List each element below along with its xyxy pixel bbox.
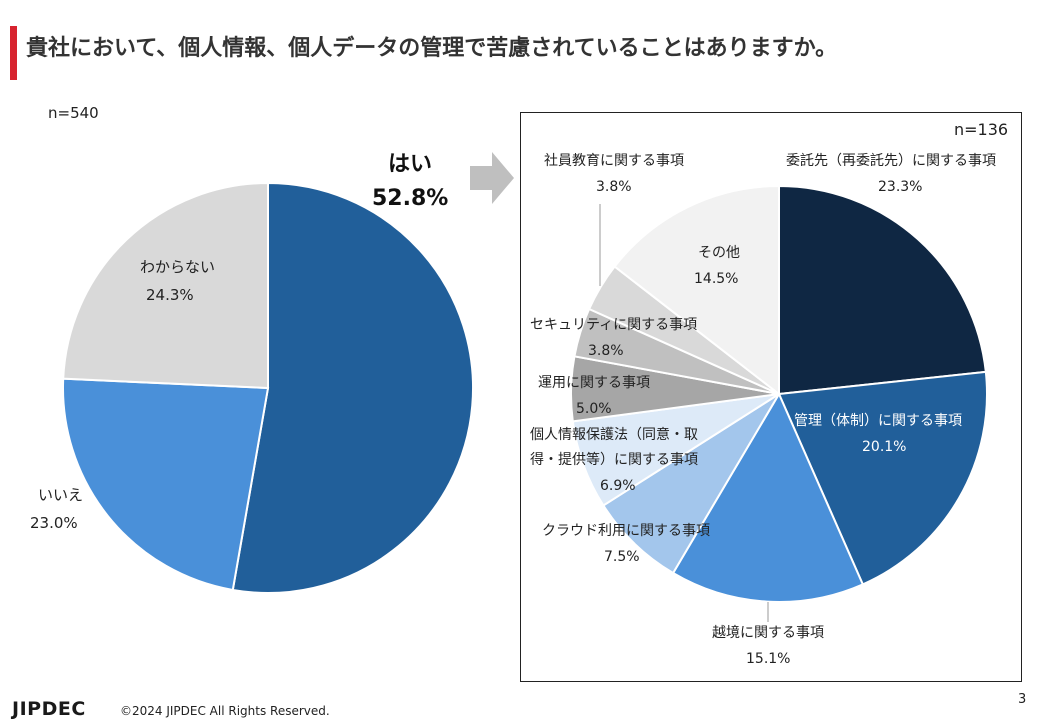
slice-label-no: いいえ	[38, 486, 84, 504]
slice-value-cross-border: 15.1%	[746, 651, 791, 667]
slice-value-security: 3.8%	[588, 343, 624, 359]
pie-0-slice-1	[62, 377, 270, 592]
pie-1-slice-0	[778, 184, 987, 396]
slice-label-operations: 運用に関する事項	[538, 375, 650, 391]
slice-label-contractor: 委託先（再委託先）に関する事項	[786, 153, 996, 169]
slice-value-management: 20.1%	[862, 439, 907, 455]
slice-value-no: 23.0%	[30, 514, 78, 532]
slice-value-other: 14.5%	[694, 271, 739, 287]
slice-value-privacy-law: 6.9%	[600, 478, 636, 494]
slice-label-other: その他	[698, 245, 740, 261]
slice-value-yes: 52.8%	[372, 186, 449, 211]
slice-value-operations: 5.0%	[576, 401, 612, 417]
slice-value-unknown: 24.3%	[146, 286, 194, 304]
slice-label-unknown: わからない	[140, 258, 216, 276]
pie-1-slice-3	[601, 393, 780, 575]
logo-text: JIPDEC	[12, 698, 86, 720]
breakdown-panel	[520, 112, 1022, 682]
page-number: 3	[1018, 692, 1027, 707]
slice-label-training: 社員教育に関する事項	[544, 153, 684, 169]
slice-label-privacy-law-line2: 得・提供等）に関する事項	[530, 452, 698, 468]
slice-label-cross-border: 越境に関する事項	[712, 625, 824, 641]
pie-0-slice-0	[231, 181, 475, 594]
slice-label-security: セキュリティに関する事項	[530, 317, 698, 333]
title-accent-bar	[10, 26, 17, 80]
slice-value-training: 3.8%	[596, 179, 632, 195]
copyright-text: ©2024 JIPDEC All Rights Reserved.	[120, 704, 330, 718]
page-title: 貴社において、個人情報、個人データの管理で苦慮されていることはありますか。	[26, 36, 838, 61]
slice-value-cloud: 7.5%	[604, 549, 640, 565]
right-arrow-icon	[470, 152, 514, 204]
left-sample-size: n=540	[48, 104, 99, 122]
jipdec-logo: JIPDEC	[12, 698, 86, 720]
slice-value-contractor: 23.3%	[878, 179, 923, 195]
slice-label-management: 管理（体制）に関する事項	[794, 413, 962, 429]
slice-label-cloud: クラウド利用に関する事項	[542, 523, 710, 539]
pie-1-slice-8	[613, 184, 780, 397]
slice-label-yes: はい	[388, 152, 433, 177]
pie-1-slice-1	[777, 370, 988, 586]
slice-label-privacy-law-line1: 個人情報保護法（同意・取	[530, 427, 698, 443]
right-sample-size: n=136	[954, 120, 1009, 139]
pie-0-slice-2	[62, 181, 269, 390]
pie-1-slice-2	[671, 391, 865, 603]
